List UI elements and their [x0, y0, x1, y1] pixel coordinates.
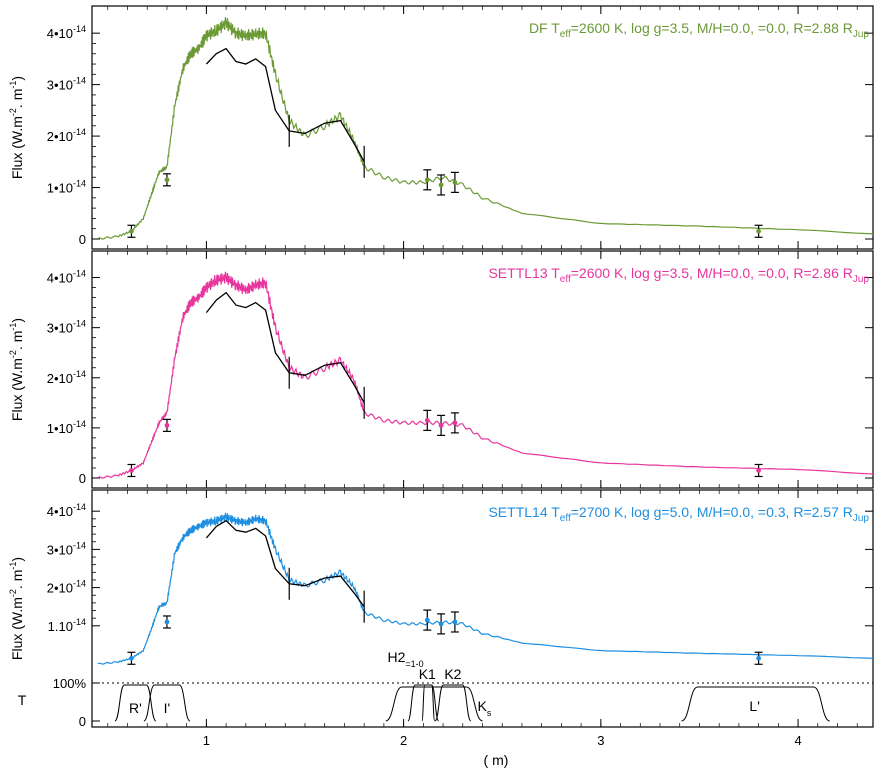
- filter-curve: [385, 686, 483, 722]
- model-photometry-point: [129, 468, 134, 473]
- model-photometry-point: [756, 468, 762, 473]
- y-tick-label: 3•10-14: [47, 76, 86, 93]
- model-photometry-point: [452, 179, 458, 185]
- model-photometry-point: [164, 619, 170, 625]
- model-photometry-point: [129, 228, 134, 234]
- y-tick-label: 0: [79, 471, 86, 486]
- model-spectrum-line: [97, 271, 874, 479]
- y-tick-label: 2•10-14: [47, 369, 86, 386]
- data-layer: [97, 17, 874, 665]
- y-tick-label: 4•10-14: [47, 269, 86, 286]
- transmission-axis-title: T: [18, 692, 27, 708]
- model-photometry-point: [452, 420, 458, 426]
- y-tick-label: 1•10-14: [47, 179, 86, 196]
- filter-label: R': [129, 700, 142, 716]
- observed-spectrum-line: [205, 291, 365, 404]
- filter-label: K1: [419, 666, 436, 682]
- x-tick-label: 1: [203, 733, 210, 748]
- model-label: SETTL14 Teff=2700 K, log g=5.0, M/H=0.0,…: [488, 504, 869, 524]
- y-tick-label: 4•10-14: [47, 24, 86, 41]
- model-label: SETTL13 Teff=2600 K, log g=3.5, M/H=0.0,…: [488, 265, 869, 285]
- y-axis-title: Flux (W.m-2. m-1): [8, 318, 25, 421]
- model-photometry-point: [438, 182, 444, 188]
- model-photometry-point: [756, 655, 762, 661]
- filter-label: Ks: [478, 698, 492, 718]
- filter-label: L': [749, 698, 759, 714]
- transmission-tick-label: 100%: [53, 676, 87, 691]
- filter-label: K2: [444, 666, 461, 682]
- y-tick-label: 4•10-14: [47, 502, 86, 519]
- y-tick-label: 3•10-14: [47, 319, 86, 336]
- panel-frames: [91, 5, 874, 728]
- filter-curve: [143, 684, 191, 722]
- y-tick-label: 2•10-14: [47, 579, 86, 596]
- model-photometry-point: [164, 422, 170, 428]
- model-photometry-point: [756, 228, 762, 234]
- model-photometry-point: [452, 619, 458, 625]
- y-tick-label: 2•10-14: [47, 127, 86, 144]
- observed-spectrum-line: [205, 519, 365, 608]
- model-photometry-point: [424, 417, 430, 423]
- filter-curve: [407, 684, 440, 722]
- model-spectrum-line: [97, 512, 874, 665]
- model-photometry-point: [424, 617, 430, 623]
- y-tick-label: 1.10-14: [48, 617, 86, 634]
- model-photometry-point: [164, 177, 170, 183]
- y-tick-label: 0: [79, 232, 86, 247]
- x-tick-label: 4: [794, 733, 801, 748]
- filter-curve: [434, 684, 472, 722]
- x-axis: 1 2 3 4: [203, 733, 802, 748]
- filter-label: H2=1-0: [387, 649, 423, 669]
- model-photometry-point: [424, 177, 430, 183]
- model-photometry-point: [438, 621, 444, 627]
- model-photometry-point: [129, 655, 134, 661]
- model-spectrum-line: [97, 17, 874, 240]
- y-axis-title: Flux (W.m-2. m-1): [8, 76, 25, 179]
- filter-label: I': [164, 700, 171, 716]
- filter-curve: [681, 686, 830, 722]
- y-tick-label: 3•10-14: [47, 540, 86, 557]
- model-photometry-point: [438, 422, 444, 428]
- y-axis-title: Flux (W.m-2. m-1): [8, 557, 25, 660]
- model-labels: DF Teff=2600 K, log g=3.5, M/H=0.0, =0.0…: [488, 20, 869, 524]
- observed-spectrum-line: [205, 47, 365, 163]
- x-tick-label: 3: [597, 733, 604, 748]
- x-tick-label: 2: [400, 733, 407, 748]
- transmission-panel: 100% 0 T R' I' H2=1-0K1 K2 Ks L': [18, 649, 873, 729]
- y-tick-label: 1•10-14: [47, 419, 86, 436]
- y-axis-labels: 4•10-14 3•10-14 2•10-14 1•10-14 0 Flux (W.m-2…: [8, 24, 86, 660]
- filter-curve: [114, 684, 157, 722]
- transmission-tick-label: 0: [79, 714, 86, 729]
- model-label: DF Teff=2600 K, log g=3.5, M/H=0.0, =0.0…: [529, 20, 869, 40]
- x-axis-title: ( m): [484, 752, 509, 768]
